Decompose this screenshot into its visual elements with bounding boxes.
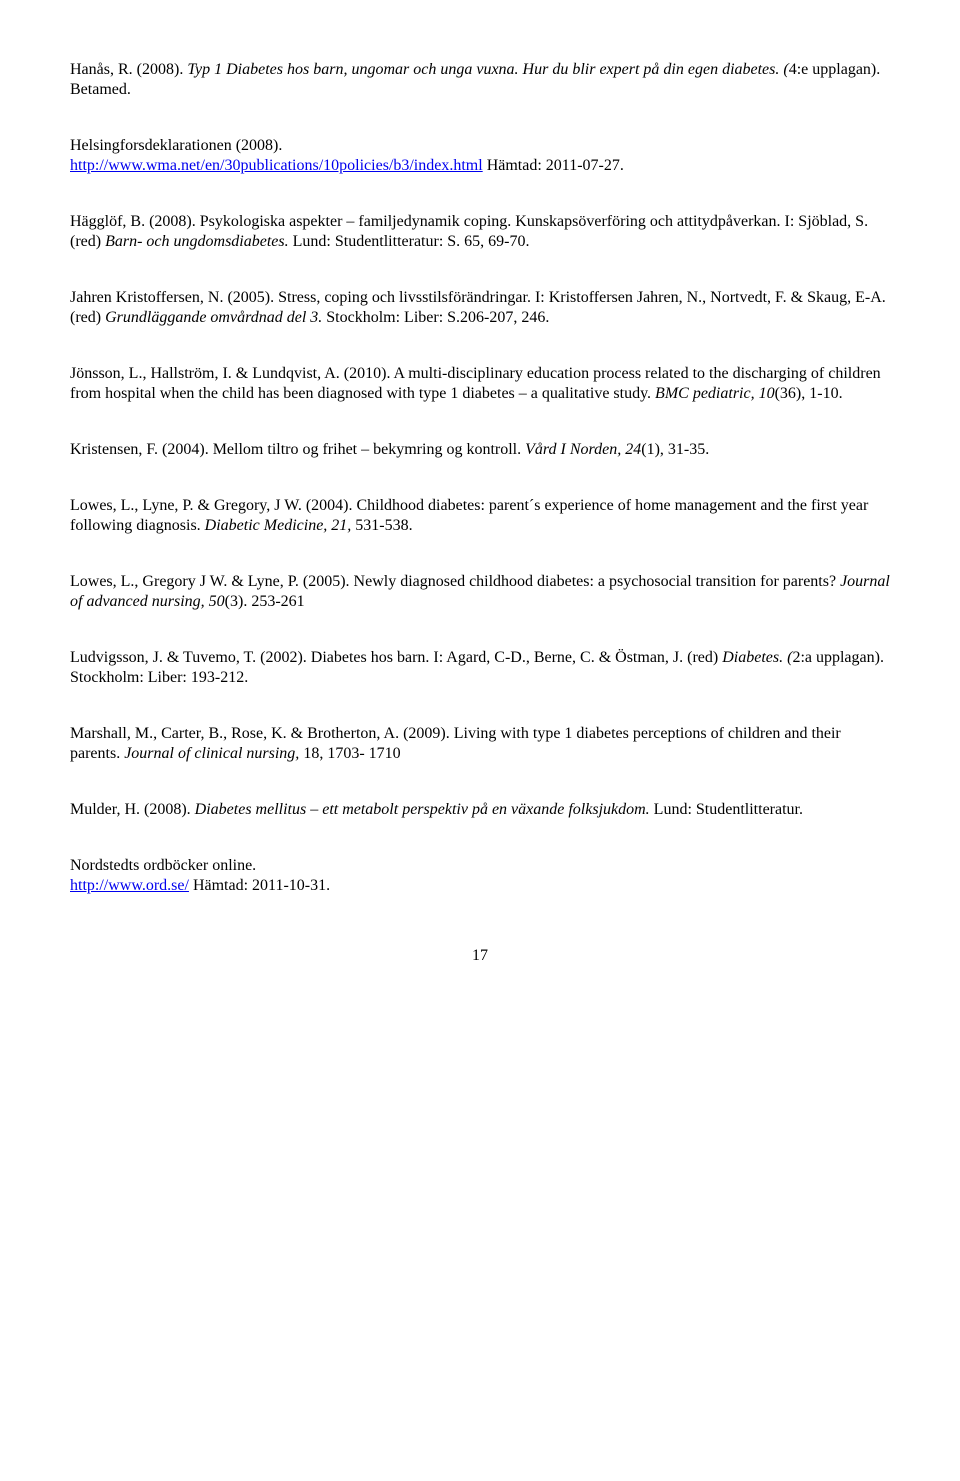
ref-italic: Typ 1 Diabetes hos barn, ungomar och ung… (187, 61, 788, 78)
reference-link[interactable]: http://www.wma.net/en/30publications/10p… (70, 157, 483, 174)
ref-italic: Grundläggande omvårdnad del 3. (105, 309, 322, 326)
reference-entry: Lowes, L., Gregory J W. & Lyne, P. (2005… (70, 572, 890, 612)
ref-italic: Journal of clinical nursing, (124, 745, 299, 762)
reference-entry: Jönsson, L., Hallström, I. & Lundqvist, … (70, 364, 890, 404)
reference-entry: Hägglöf, B. (2008). Psykologiska aspekte… (70, 212, 890, 252)
reference-entry: Lowes, L., Lyne, P. & Gregory, J W. (200… (70, 496, 890, 536)
reference-entry: Kristensen, F. (2004). Mellom tiltro og … (70, 440, 890, 460)
ref-text: Hanås, R. (2008). (70, 61, 187, 78)
ref-text: Nordstedts ordböcker online. (70, 857, 256, 874)
ref-italic: Diabetes mellitus – ett metabolt perspek… (195, 801, 650, 818)
reference-entry: Marshall, M., Carter, B., Rose, K. & Bro… (70, 724, 890, 764)
reference-link[interactable]: http://www.ord.se/ (70, 877, 189, 894)
page-number: 17 (70, 946, 890, 966)
ref-text: Kristensen, F. (2004). Mellom tiltro og … (70, 441, 525, 458)
reference-entry: Mulder, H. (2008). Diabetes mellitus – e… (70, 800, 890, 820)
ref-italic: Diabetes. ( (722, 649, 792, 666)
ref-italic: BMC pediatric, 10 (655, 385, 775, 402)
ref-text: 531-538. (351, 517, 412, 534)
reference-entry: Nordstedts ordböcker online. http://www.… (70, 856, 890, 896)
ref-text: 18, 1703- 1710 (299, 745, 400, 762)
reference-entry: Ludvigsson, J. & Tuvemo, T. (2002). Diab… (70, 648, 890, 688)
ref-text: Stockholm: Liber: S.206-207, 246. (322, 309, 549, 326)
ref-italic: Diabetic Medicine, 21, (205, 517, 352, 534)
reference-entry: Helsingforsdeklarationen (2008). http://… (70, 136, 890, 176)
ref-text: Mulder, H. (2008). (70, 801, 195, 818)
ref-italic: Vård I Norden, 24 (525, 441, 641, 458)
ref-text: Hämtad: 2011-10-31. (189, 877, 330, 894)
ref-text: Lowes, L., Lyne, P. & Gregory, J W. (200… (70, 497, 868, 534)
ref-text: Ludvigsson, J. & Tuvemo, T. (2002). Diab… (70, 649, 722, 666)
ref-text: Lowes, L., Gregory J W. & Lyne, P. (2005… (70, 573, 840, 590)
ref-text: (3). 253-261 (225, 593, 305, 610)
ref-text: (36), 1-10. (775, 385, 843, 402)
ref-text: Hämtad: 2011-07-27. (483, 157, 624, 174)
reference-entry: Jahren Kristoffersen, N. (2005). Stress,… (70, 288, 890, 328)
reference-entry: Hanås, R. (2008). Typ 1 Diabetes hos bar… (70, 60, 890, 100)
ref-text: Lund: Studentlitteratur: S. 65, 69-70. (289, 233, 530, 250)
ref-text: Helsingforsdeklarationen (2008). (70, 137, 282, 154)
ref-italic: Barn- och ungdomsdiabetes. (105, 233, 289, 250)
ref-text: (1), 31-35. (641, 441, 709, 458)
ref-text: Lund: Studentlitteratur. (650, 801, 803, 818)
